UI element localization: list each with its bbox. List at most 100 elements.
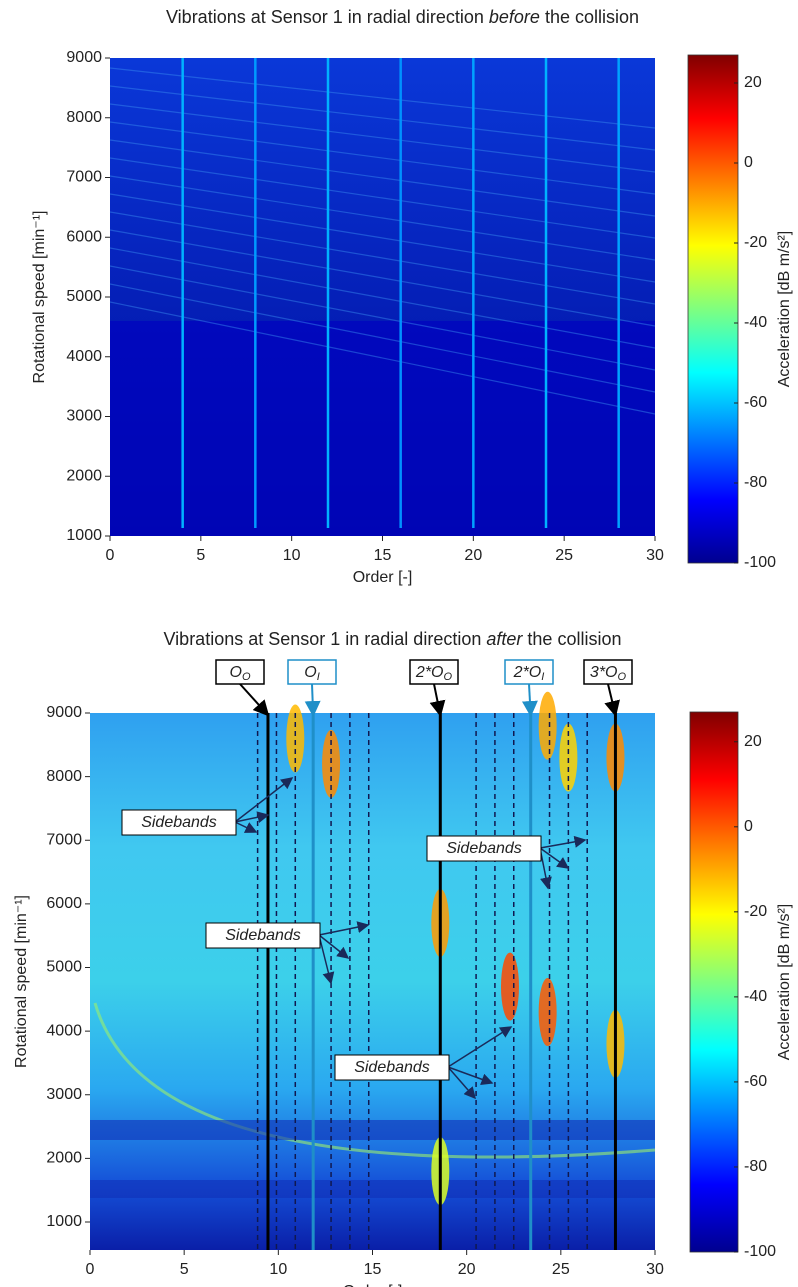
x-tick-label: 25 (552, 1261, 570, 1278)
x-tick-label: 25 (555, 547, 573, 564)
annotation: Sidebands (141, 814, 217, 831)
hotspot (500, 952, 519, 1021)
title-part: before (489, 7, 540, 27)
y-tick-label: 5000 (46, 959, 82, 976)
colorbar-tick-label: 0 (744, 154, 753, 171)
marker-label-sub: I (317, 671, 320, 683)
hotspot (538, 691, 557, 760)
colorbar-tick-label: -20 (744, 234, 767, 251)
annotation-arrow (539, 847, 570, 869)
marker-label: OI (304, 664, 320, 683)
marker-label-main: 2*O (513, 664, 542, 681)
texture-band (90, 1180, 655, 1198)
title-part: Vibrations at Sensor 1 in radial directi… (164, 629, 482, 649)
annotation: Sidebands (354, 1059, 430, 1076)
colorbar (687, 54, 739, 564)
marker-label: 2*OO (415, 664, 453, 683)
hotspot (286, 704, 305, 773)
hotspot (322, 729, 341, 798)
texture-line (109, 157, 656, 239)
marker-label-sub: O (444, 671, 453, 683)
y-tick-label: 6000 (46, 895, 82, 912)
annotation-box (426, 835, 542, 862)
marker-label: OO (229, 664, 250, 683)
y-tick-label: 4000 (46, 1022, 82, 1039)
colorbar-tick-label: -40 (744, 988, 767, 1005)
x-tick-label: 20 (464, 547, 482, 564)
texture-line (109, 265, 656, 371)
y-tick-label: 9000 (66, 49, 102, 66)
annotation-arrow (318, 934, 335, 985)
annotation-box (334, 1054, 450, 1081)
marker-arrow (429, 683, 446, 717)
y-tick-label: 3000 (46, 1086, 82, 1103)
marker-arrow (304, 683, 321, 717)
chart-title: Vibrations at Sensor 1 in radial directi… (164, 629, 622, 649)
y-tick-label: 2000 (66, 467, 102, 484)
texture-band (90, 1120, 655, 1140)
annotation-box (205, 922, 321, 949)
x-tick-label: 10 (269, 1261, 287, 1278)
texture-line (109, 193, 656, 283)
texture-line (109, 301, 656, 415)
marker-label-sub: O (618, 671, 627, 683)
hotspot (559, 723, 578, 792)
colorbar-tick-label: -100 (744, 1243, 776, 1260)
hotspot (538, 978, 557, 1047)
texture-line (109, 121, 656, 195)
y-axis-label: Rotational speed [min⁻¹] (31, 211, 48, 384)
y-tick-label: 3000 (66, 408, 102, 425)
colorbar-tick-label: -80 (744, 474, 767, 491)
colorbar-tick-label: 0 (744, 818, 753, 835)
chart: Vibrations at Sensor 1 in radial directi… (13, 629, 793, 1287)
marker-box (504, 659, 554, 685)
y-tick-label: 8000 (46, 768, 82, 785)
annotation-arrow (318, 921, 370, 936)
colorbar-tick-label: 20 (744, 733, 762, 750)
x-tick-label: 15 (374, 547, 392, 564)
texture-line (109, 67, 656, 129)
texture-line (109, 211, 656, 305)
colorbar (689, 711, 739, 1253)
annotation-arrow (318, 934, 350, 959)
texture-line (109, 283, 656, 393)
title-part: after (486, 629, 523, 649)
plot-tint (110, 320, 655, 536)
colorbar-tick-label: -100 (744, 554, 776, 571)
marker-label-main: 3*O (590, 664, 618, 681)
texture-line (109, 175, 656, 261)
marker-arrow (604, 683, 620, 717)
marker-label-sub: I (541, 671, 544, 683)
y-tick-label: 9000 (46, 704, 82, 721)
colorbar-tick-label: -40 (744, 314, 767, 331)
x-tick-label: 30 (646, 1261, 664, 1278)
y-axis-label: Rotational speed [min⁻¹] (13, 895, 30, 1068)
annotation: Sidebands (225, 927, 301, 944)
x-tick-label: 20 (458, 1261, 476, 1278)
plot-area (90, 713, 655, 1250)
marker-label: 3*OO (590, 664, 627, 683)
y-tick-label: 1000 (66, 527, 102, 544)
annotation-arrow (447, 1066, 476, 1100)
marker-arrow (521, 683, 538, 717)
marker-label-sub: O (242, 671, 251, 683)
x-tick-label: 30 (646, 547, 664, 564)
marker-label-main: O (229, 664, 241, 681)
y-tick-label: 7000 (46, 831, 82, 848)
annotation-arrow (234, 821, 258, 833)
x-tick-label: 5 (180, 1261, 189, 1278)
annotation-arrow (447, 1026, 513, 1068)
texture-line (109, 85, 656, 151)
annotation-arrow (447, 1066, 494, 1086)
x-tick-label: 0 (106, 547, 115, 564)
chart: Vibrations at Sensor 1 in radial directi… (31, 7, 793, 586)
texture-line (109, 103, 656, 173)
texture-line (109, 247, 656, 349)
colorbar-tick-label: -80 (744, 1158, 767, 1175)
y-tick-label: 5000 (66, 288, 102, 305)
marker-label: 2*OI (513, 664, 545, 683)
y-tick-label: 2000 (46, 1150, 82, 1167)
x-axis-label: Order [-] (353, 569, 413, 586)
annotation: Sidebands (446, 840, 522, 857)
x-tick-label: 10 (283, 547, 301, 564)
